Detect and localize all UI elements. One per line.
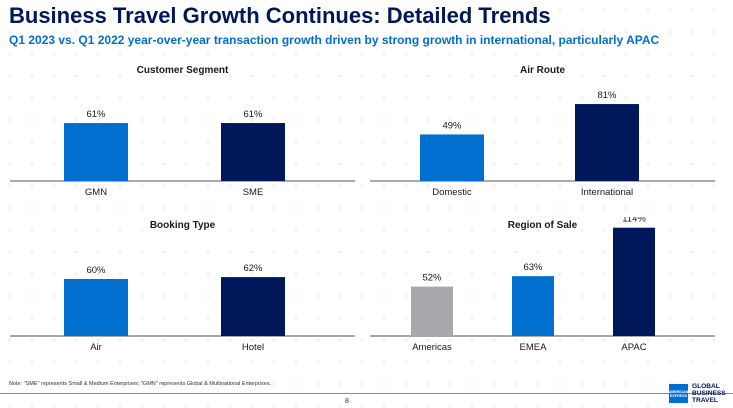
- data-label: 63%: [523, 262, 543, 273]
- page-number: 8: [345, 398, 349, 405]
- bar-emea: [512, 276, 554, 336]
- category-label: GMN: [85, 187, 107, 198]
- data-label: 61%: [86, 109, 106, 120]
- data-label: 60%: [86, 265, 106, 276]
- footer-divider: [0, 393, 733, 394]
- page-subtitle: Q1 2023 vs. Q1 2022 year-over-year trans…: [9, 33, 660, 47]
- logo-line: AMERICAN: [668, 389, 689, 394]
- chart-title: Air Route: [520, 65, 565, 76]
- category-label: Domestic: [432, 187, 472, 198]
- data-label: 49%: [442, 120, 462, 131]
- chart-plot: 60% Air 62% Hotel: [10, 263, 355, 353]
- amex-logo: AMERICAN EXPRESS: [669, 384, 688, 403]
- footnote: Note: "SME" represents Small & Medium En…: [9, 381, 272, 387]
- bar-international: [575, 104, 639, 181]
- chart-plot: 49% Domestic 81% International: [370, 90, 715, 198]
- data-label: 62%: [243, 263, 263, 274]
- bar-americas: [411, 286, 453, 336]
- category-label: International: [581, 187, 633, 198]
- category-label: Americas: [412, 342, 452, 353]
- data-label: 52%: [422, 273, 442, 284]
- logo-line: EXPRESS: [670, 393, 687, 398]
- chart-region-of-sale: Region of Sale 52% Americas 63% EMEA 114% APA…: [370, 214, 715, 357]
- data-label: 114%: [622, 217, 646, 225]
- bar-sme: [221, 123, 285, 181]
- chart-title: Customer Segment: [136, 65, 229, 76]
- brand-line: BUSINESS: [692, 390, 726, 397]
- category-label: EMEA: [520, 342, 548, 353]
- bar-air: [64, 279, 128, 336]
- chart-title: Region of Sale: [507, 220, 578, 231]
- page-title: Business Travel Growth Continues: Detail…: [9, 3, 551, 28]
- category-label: SME: [243, 187, 264, 198]
- chart-title: Booking Type: [149, 220, 216, 231]
- category-label: Hotel: [242, 342, 264, 353]
- category-label: Air: [90, 342, 102, 353]
- chart-plot: 61% GMN 61% SME: [10, 109, 355, 198]
- bar-gmn: [64, 123, 128, 181]
- data-label: 61%: [243, 109, 263, 120]
- chart-booking-type: Booking Type 60% Air 62% Hotel: [10, 217, 355, 357]
- brand-name: GLOBAL BUSINESS TRAVEL: [692, 383, 726, 404]
- chart-plot: 52% Americas 63% EMEA 114% APAC: [370, 214, 715, 353]
- category-label: APAC: [621, 342, 646, 353]
- chart-customer-segment: Customer Segment 61% GMN 61% SME: [10, 62, 355, 202]
- bar-domestic: [420, 134, 484, 181]
- brand-line: GLOBAL: [692, 383, 720, 390]
- data-label: 81%: [597, 90, 617, 101]
- bar-apac: [613, 227, 655, 336]
- chart-air-route: Air Route 49% Domestic 81% International: [370, 62, 715, 202]
- brand-line: TRAVEL: [692, 397, 718, 404]
- bar-hotel: [221, 277, 285, 336]
